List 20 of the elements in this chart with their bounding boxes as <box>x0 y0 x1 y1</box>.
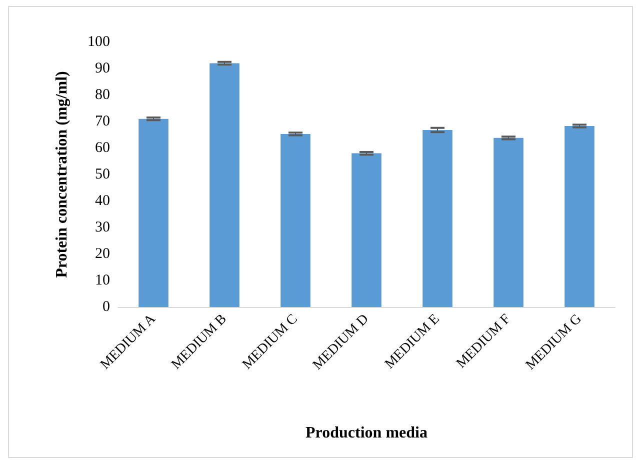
bar <box>210 63 240 307</box>
y-tick-label: 80 <box>95 87 110 103</box>
y-tick-label: 90 <box>95 60 110 76</box>
y-tick-label: 30 <box>95 220 110 236</box>
bar <box>564 126 594 307</box>
y-tick-label: 50 <box>95 166 110 182</box>
y-tick-label: 60 <box>95 140 110 156</box>
x-axis-title: Production media <box>306 424 428 442</box>
bar <box>280 134 310 307</box>
y-tick-label: 70 <box>95 114 110 130</box>
y-tick-label: 0 <box>102 299 110 315</box>
bar <box>138 118 168 307</box>
bar <box>422 130 452 307</box>
y-axis-title: Protein concentration (mg/ml) <box>54 71 70 278</box>
y-tick-label: 10 <box>95 272 110 288</box>
bar <box>494 138 524 307</box>
y-tick-label: 20 <box>95 246 110 262</box>
y-tick-label: 40 <box>95 193 110 209</box>
y-tick-label: 100 <box>88 34 110 50</box>
bar <box>352 153 382 307</box>
